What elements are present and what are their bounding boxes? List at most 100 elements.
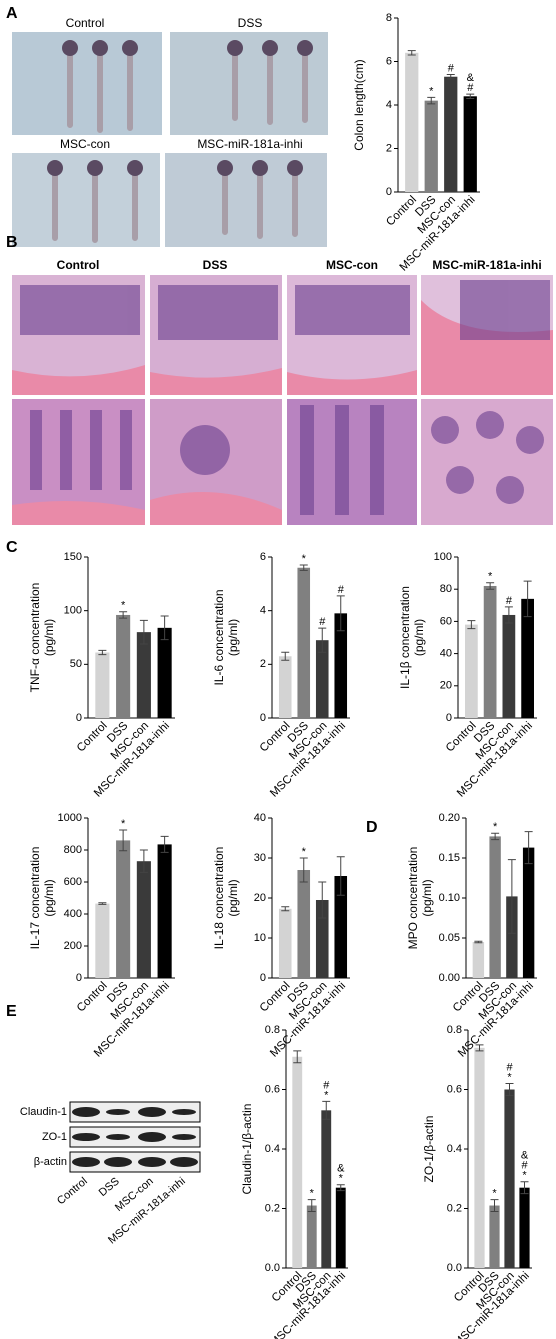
y-tick-label: 20 <box>440 680 452 692</box>
photo-label: Control <box>66 16 105 30</box>
bar <box>315 900 329 978</box>
band <box>106 1134 130 1140</box>
y-tick-label: 0.10 <box>439 892 460 904</box>
error-bar <box>520 1181 529 1195</box>
error-bar <box>475 1044 484 1052</box>
y-tick-label: 0.4 <box>447 1143 462 1155</box>
bar <box>502 614 516 718</box>
error-bar <box>523 580 532 618</box>
bar <box>136 861 151 978</box>
y-tick-label: 0 <box>76 712 82 724</box>
y-tick-label: 0 <box>386 186 392 198</box>
blot-strip <box>69 1151 201 1173</box>
y-tick-label: 80 <box>440 583 452 595</box>
y-tick-label: 600 <box>64 876 82 888</box>
panel-label: A <box>6 5 18 22</box>
photo-label: DSS <box>203 258 228 272</box>
blot-row-label: β-actin <box>34 1156 67 1168</box>
crypt <box>431 416 459 444</box>
error-bar <box>160 615 169 641</box>
band <box>172 1109 196 1115</box>
y-tick-label: 100 <box>434 551 452 563</box>
colon-heads <box>47 40 313 176</box>
crypt-layer <box>460 280 550 340</box>
band <box>104 1157 132 1167</box>
bar <box>116 614 131 718</box>
y-tick-label: 0 <box>260 712 266 724</box>
y-tick-label: 100 <box>64 605 82 617</box>
bar <box>278 908 292 978</box>
y-tick-label: 800 <box>64 844 82 856</box>
y-tick-label: 50 <box>70 658 82 670</box>
photo-label: MSC-con <box>326 258 378 272</box>
significance-mark: # <box>467 82 474 94</box>
blot-row-label: ZO-1 <box>42 1131 67 1143</box>
bar <box>315 640 329 718</box>
error-bar <box>427 96 436 105</box>
bar <box>465 624 478 718</box>
crypt <box>180 425 230 475</box>
significance-mark: # <box>323 1079 330 1091</box>
bar <box>483 585 497 718</box>
error-bar <box>281 906 290 912</box>
bar <box>489 836 501 978</box>
band <box>138 1107 166 1117</box>
error-bar <box>322 1100 331 1120</box>
bar <box>334 876 348 978</box>
photo-label: Control <box>57 258 100 272</box>
y-axis-label: IL-1β concentration <box>398 586 412 689</box>
y-tick-label: 150 <box>64 551 82 563</box>
significance-mark: * <box>302 846 307 858</box>
error-bar <box>299 564 308 571</box>
y-tick-label: 30 <box>254 852 266 864</box>
y-tick-label: 0.15 <box>439 852 460 864</box>
y-tick-label: 40 <box>440 648 452 660</box>
bar <box>405 52 419 192</box>
error-bar <box>336 595 345 632</box>
bar <box>297 870 311 978</box>
y-axis-label: ZO-1/β-actin <box>422 1116 436 1183</box>
significance-mark: # <box>338 584 345 596</box>
y-tick-label: 2 <box>260 658 266 670</box>
y-tick-label: 8 <box>386 12 392 24</box>
crypt-layer <box>158 285 278 340</box>
significance-mark: * <box>302 553 307 565</box>
bar <box>95 652 110 718</box>
band <box>72 1107 100 1117</box>
y-axis-label: (pg/ml) <box>412 619 426 656</box>
photo-label: MSC-miR-181a-inhi <box>432 258 541 272</box>
crypt <box>516 426 544 454</box>
y-tick-label: 0.0 <box>265 1262 280 1274</box>
y-tick-label: 0.4 <box>265 1143 280 1155</box>
photo-label: MSC-miR-181a-inhi <box>197 137 302 151</box>
significance-mark: * <box>339 1173 344 1185</box>
significance-mark: * <box>324 1089 329 1101</box>
y-tick-label: 0.05 <box>439 932 460 944</box>
error-bar <box>467 620 476 630</box>
band <box>170 1157 198 1167</box>
y-tick-label: 0.20 <box>439 812 460 824</box>
error-bar <box>318 881 327 919</box>
significance-mark: # <box>521 1160 528 1172</box>
band <box>138 1132 166 1142</box>
error-bar <box>139 619 148 645</box>
error-bar <box>486 582 495 590</box>
significance-mark: * <box>310 1187 315 1199</box>
blot-strip <box>69 1101 201 1123</box>
y-tick-label: 200 <box>64 940 82 952</box>
crypt <box>476 411 504 439</box>
bar <box>463 96 477 192</box>
band <box>138 1157 166 1167</box>
band <box>72 1157 100 1167</box>
crypts <box>20 280 550 515</box>
y-tick-label: 0.0 <box>447 1262 462 1274</box>
band <box>172 1134 196 1140</box>
bar <box>335 1187 346 1268</box>
error-bar <box>507 859 516 934</box>
error-bar <box>407 50 416 56</box>
western-blot <box>69 1101 201 1173</box>
bar <box>116 840 131 978</box>
significance-mark: * <box>522 1170 527 1182</box>
bar <box>95 903 110 978</box>
colon-head <box>297 40 313 56</box>
